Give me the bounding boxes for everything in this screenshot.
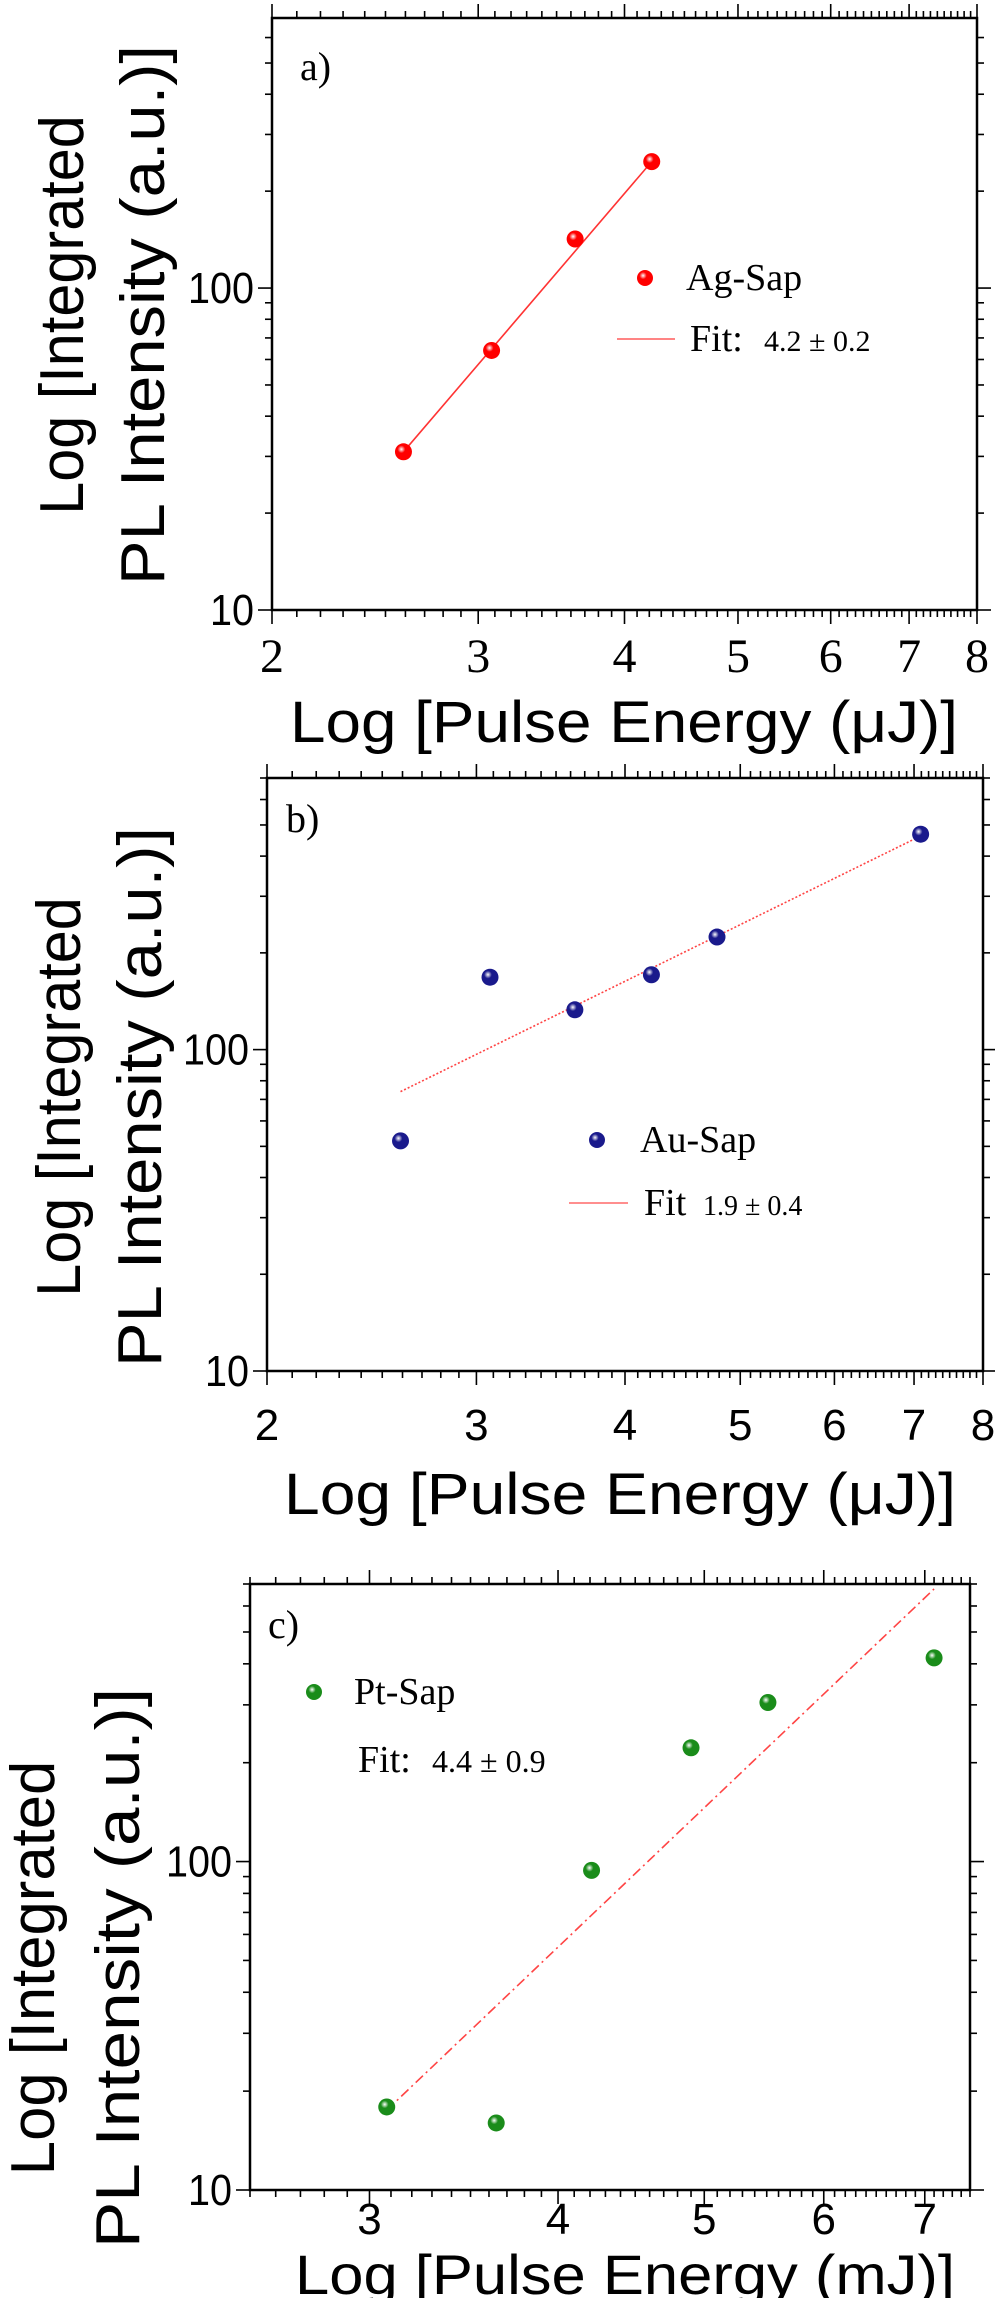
y-tick-label: 10	[205, 1347, 249, 1396]
data-point	[378, 2098, 396, 2116]
data-point	[643, 153, 661, 171]
legend: Au-Sap Fit 1.9 ± 0.4	[569, 1119, 802, 1224]
x-tick-label: 3	[464, 1401, 488, 1450]
x-axis-ticks	[249, 1570, 971, 2204]
fit-line	[402, 161, 653, 453]
x-tick-label: 6	[812, 2195, 836, 2244]
x-tick-label: 4	[546, 2195, 570, 2244]
y-tick-label: 100	[183, 1026, 249, 1075]
x-tick-label: 2	[260, 630, 284, 683]
data-point	[912, 825, 930, 843]
data-point	[642, 966, 660, 984]
y-tick-label: 100	[188, 264, 254, 313]
x-tick-label: 6	[822, 1401, 846, 1450]
panel-label: c)	[268, 1602, 299, 1647]
x-axis-ticks	[271, 4, 978, 624]
legend: Pt-Sap Fit: 4.4 ± 0.9	[306, 1671, 546, 1781]
data-point	[392, 1132, 410, 1150]
data-point	[708, 928, 726, 946]
legend-fit-label: Fit:	[358, 1739, 411, 1781]
y-axis-label-line: PL Intensity (a.u.)]	[106, 827, 175, 1367]
x-tick-label: 7	[897, 630, 921, 683]
plot-frame	[265, 776, 985, 1373]
x-tick-label: 2	[255, 1401, 279, 1450]
y-tick-label: 100	[166, 1838, 232, 1887]
y-axis-label-line: PL Intensity (a.u.)]	[84, 1688, 153, 2248]
legend-fit-value: 4.2 ± 0.2	[764, 325, 870, 358]
x-axis-ticks	[266, 764, 984, 1385]
fit-line	[400, 835, 921, 1093]
x-tick-label: 5	[728, 1401, 752, 1450]
y-axis-ticks	[258, 36, 991, 611]
y-axis-label-line: Log [Integrated	[28, 115, 97, 515]
legend-fit-label: Fit	[644, 1182, 687, 1224]
data-point	[566, 230, 584, 248]
data-point	[487, 2114, 505, 2132]
plot-frame	[248, 1582, 972, 2192]
data-point	[925, 1649, 943, 1667]
y-axis-ticks	[253, 777, 995, 1372]
plot-frame	[270, 16, 979, 612]
panel-label: b)	[286, 796, 319, 841]
x-tick-label: 5	[726, 630, 750, 683]
x-axis-label: Log [Pulse Energy (μJ)]	[284, 1462, 956, 1527]
data-point	[566, 1001, 584, 1019]
legend-series-label: Pt-Sap	[354, 1671, 455, 1713]
chart-panel-1: 2 3 4 5 6 7 8 10 100 Log [Pulse Energy (μJ)] Log […	[28, 4, 991, 755]
data-point	[394, 443, 412, 461]
data-point	[483, 341, 501, 359]
y-tick-label: 10	[210, 586, 254, 635]
y-axis-label-line: Log [Integrated	[0, 1761, 68, 2175]
legend: Ag-Sap Fit: 4.2 ± 0.2	[617, 257, 870, 360]
legend-series-label: Ag-Sap	[686, 257, 802, 299]
x-tick-label: 3	[466, 630, 490, 683]
panel-label: a)	[300, 44, 331, 89]
x-axis-label: Log [Pulse Energy (mJ)]	[295, 2243, 955, 2298]
legend-marker	[637, 270, 653, 286]
data-point	[583, 1861, 601, 1879]
x-tick-label: 8	[965, 630, 989, 683]
x-tick-label: 5	[692, 2195, 716, 2244]
legend-marker	[589, 1132, 605, 1148]
legend-fit-label: Fit:	[690, 318, 743, 360]
x-axis-label: Log [Pulse Energy (μJ)]	[290, 690, 958, 755]
x-tick-label: 6	[819, 630, 843, 683]
x-tick-label: 8	[971, 1401, 995, 1450]
data-point	[759, 1693, 777, 1711]
legend-fit-value: 4.4 ± 0.9	[432, 1743, 546, 1779]
x-tick-label: 7	[902, 1401, 926, 1450]
chart-panel-3: 3 4 5 6 7 10 100 Log [Pulse Energy (mJ)] Log [In…	[0, 1570, 984, 2298]
x-tick-label: 7	[913, 2195, 937, 2244]
data-point	[481, 968, 499, 986]
y-axis-ticks	[236, 1583, 984, 2191]
y-tick-label: 10	[188, 2166, 232, 2215]
chart-panel-2: 2 3 4 5 6 7 8 10 100 Log [Pulse Energy (μJ)] Log […	[25, 764, 995, 1527]
data-point	[682, 1739, 700, 1757]
y-axis-label-line: PL Intensity (a.u.)]	[109, 45, 178, 585]
fit-line	[386, 1588, 935, 2111]
legend-marker	[306, 1684, 322, 1700]
legend-series-label: Au-Sap	[640, 1119, 756, 1161]
x-tick-label: 4	[613, 1401, 637, 1450]
x-tick-label: 3	[357, 2195, 381, 2244]
x-tick-label: 4	[613, 630, 637, 683]
y-axis-label-line: Log [Integrated	[25, 897, 94, 1297]
legend-fit-value: 1.9 ± 0.4	[703, 1191, 802, 1222]
